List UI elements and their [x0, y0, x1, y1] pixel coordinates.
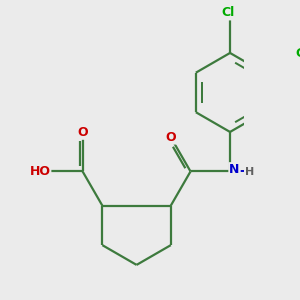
Text: Cl: Cl [296, 46, 300, 60]
Text: O: O [77, 126, 88, 139]
Text: Cl: Cl [222, 6, 235, 20]
Text: H: H [245, 167, 254, 177]
Text: HO: HO [29, 165, 50, 178]
Text: N: N [229, 163, 240, 176]
Text: O: O [166, 130, 176, 144]
